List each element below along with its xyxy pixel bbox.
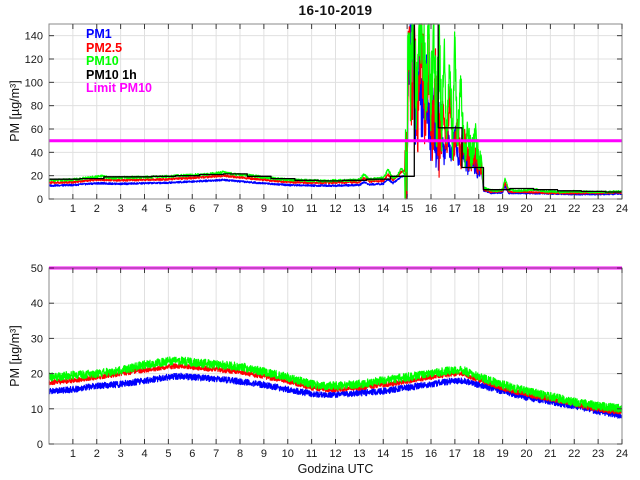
- bottom-chart-tick-labels: 1 2 3 4 5 6 7 8 9 10 11 12 13 14 15 16 17 18 19 20 21 22 23 240…: [31, 263, 628, 460]
- svg-text:12: 12: [329, 448, 341, 460]
- svg-text:13: 13: [353, 448, 365, 460]
- svg-text:2: 2: [94, 448, 100, 460]
- legend-item-pm10: PM10: [86, 54, 119, 69]
- svg-text:3: 3: [118, 448, 124, 460]
- svg-text:4: 4: [141, 448, 147, 460]
- svg-text:15: 15: [401, 203, 413, 215]
- svg-text:10: 10: [282, 203, 294, 215]
- svg-text:18: 18: [473, 448, 485, 460]
- legend-item-pm10-1h: PM10 1h: [86, 67, 137, 82]
- svg-text:120: 120: [25, 54, 43, 66]
- svg-text:140: 140: [25, 31, 43, 43]
- svg-text:23: 23: [592, 203, 604, 215]
- svg-text:40: 40: [31, 298, 43, 310]
- chart-title: 16-10-2019: [298, 3, 373, 18]
- svg-text:7: 7: [213, 203, 219, 215]
- svg-text:14: 14: [377, 448, 389, 460]
- top-chart-ticks: [49, 24, 623, 200]
- svg-text:8: 8: [237, 203, 243, 215]
- svg-text:24: 24: [616, 448, 628, 460]
- svg-text:17: 17: [449, 203, 461, 215]
- bottom-chart-grid: [49, 267, 622, 444]
- svg-text:40: 40: [31, 147, 43, 159]
- svg-text:12: 12: [329, 203, 341, 215]
- legend-item-limit-pm10: Limit PM10: [86, 81, 152, 96]
- svg-text:20: 20: [31, 171, 43, 183]
- svg-text:7: 7: [213, 448, 219, 460]
- svg-text:5: 5: [165, 448, 171, 460]
- bottom-chart-axes: [48, 267, 623, 445]
- top-chart-series-pm10-1h: [49, 23, 622, 193]
- svg-text:15: 15: [401, 448, 413, 460]
- svg-text:20: 20: [520, 203, 532, 215]
- top-chart-tick-labels: 1 2 3 4 5 6 7 8 9 10 11 12 13 14 15 16 17 18 19 20 21 22 23 240…: [25, 31, 628, 215]
- svg-text:10: 10: [282, 448, 294, 460]
- top-chart-axes: [48, 23, 623, 200]
- top-chart-series: [48, 23, 623, 200]
- svg-text:11: 11: [306, 448, 317, 460]
- svg-text:17: 17: [449, 448, 461, 460]
- svg-text:0: 0: [37, 194, 43, 206]
- svg-text:1: 1: [70, 448, 76, 460]
- svg-text:100: 100: [25, 77, 43, 89]
- top-chart-series-pm1: [48, 23, 623, 200]
- svg-text:50: 50: [31, 263, 43, 275]
- legend-item-pm1: PM1: [86, 27, 112, 41]
- svg-text:21: 21: [544, 448, 556, 460]
- svg-text:22: 22: [568, 448, 580, 460]
- svg-text:20: 20: [31, 369, 43, 381]
- bottom-chart-series-pm1: [48, 372, 623, 419]
- svg-text:20: 20: [520, 448, 532, 460]
- svg-text:4: 4: [141, 203, 147, 215]
- svg-text:5: 5: [165, 203, 171, 215]
- svg-text:1: 1: [70, 203, 76, 215]
- svg-text:22: 22: [568, 203, 580, 215]
- svg-text:9: 9: [261, 203, 267, 215]
- legend: PM1 PM2.5 PM10 PM10 1h Limit PM10: [86, 27, 152, 96]
- svg-text:14: 14: [377, 203, 389, 215]
- svg-text:18: 18: [473, 203, 485, 215]
- svg-text:13: 13: [353, 203, 365, 215]
- svg-text:10: 10: [31, 404, 43, 416]
- top-y-axis-label: PM [µg/m³]: [8, 80, 22, 142]
- svg-text:60: 60: [31, 124, 43, 136]
- svg-text:11: 11: [306, 203, 317, 215]
- svg-text:30: 30: [31, 333, 43, 345]
- svg-text:2: 2: [94, 203, 100, 215]
- svg-text:80: 80: [31, 101, 43, 113]
- svg-text:16: 16: [425, 448, 437, 460]
- svg-text:19: 19: [497, 448, 509, 460]
- bottom-chart: 1 2 3 4 5 6 7 8 9 10 11 12 13 14 15 16 17 18 19 20 21 22 23 240…: [31, 263, 628, 460]
- svg-text:23: 23: [592, 448, 604, 460]
- svg-text:3: 3: [118, 203, 124, 215]
- top-chart-grid: [49, 24, 622, 199]
- bottom-y-axis-label: PM [µg/m³]: [8, 325, 22, 387]
- svg-text:24: 24: [616, 203, 628, 215]
- svg-text:6: 6: [189, 203, 195, 215]
- svg-text:9: 9: [261, 448, 267, 460]
- x-axis-label: Godzina UTC: [297, 462, 374, 476]
- svg-text:16: 16: [425, 203, 437, 215]
- svg-text:8: 8: [237, 448, 243, 460]
- svg-text:6: 6: [189, 448, 195, 460]
- svg-text:21: 21: [544, 203, 556, 215]
- bottom-chart-ticks: [49, 267, 623, 445]
- svg-text:19: 19: [497, 203, 509, 215]
- legend-item-pm25: PM2.5: [86, 40, 123, 55]
- svg-text:0: 0: [37, 439, 43, 451]
- bottom-chart-series-pm10: [48, 356, 623, 414]
- top-chart: 1 2 3 4 5 6 7 8 9 10 11 12 13 14 15 16 17 18 19 20 21 22 23 240…: [25, 23, 628, 215]
